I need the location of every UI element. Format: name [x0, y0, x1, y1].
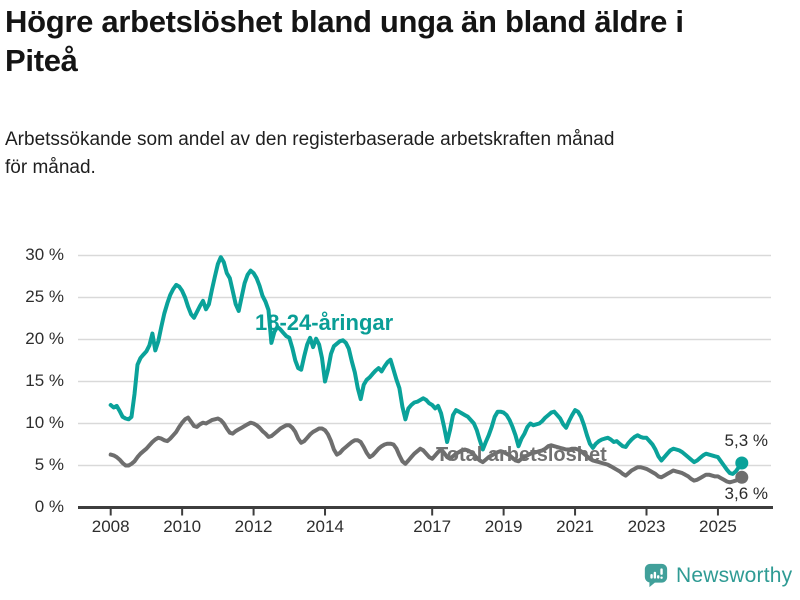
y-tick-label: 25 %: [25, 287, 64, 306]
newsworthy-wordmark: Newsworthy: [676, 563, 793, 587]
x-tick-label: 2008: [91, 517, 130, 536]
end-value-label-youth: 5,3 %: [724, 431, 768, 450]
series-line-youth: [108, 255, 744, 476]
series-endpoint-youth: [735, 456, 749, 470]
x-tick-label: 2025: [699, 517, 737, 536]
y-tick-label: 10 %: [25, 413, 64, 432]
x-tick-label: 2012: [234, 517, 273, 536]
end-value-label-total: 3,6 %: [724, 484, 768, 503]
newsworthy-icon: [644, 563, 668, 588]
series-line-total: [108, 415, 744, 485]
y-tick-label: 15 %: [25, 371, 64, 390]
x-tick-label: 2019: [484, 517, 523, 536]
x-tick-label: 2021: [556, 517, 594, 536]
series-label-total: Total arbetslöshet: [436, 444, 607, 466]
x-tick-label: 2017: [413, 517, 452, 536]
x-tick-label: 2023: [627, 517, 666, 536]
chart-subtitle: Arbetssökande som andel av den registerb…: [5, 129, 615, 178]
y-tick-label: 0 %: [34, 497, 64, 516]
x-tick-label: 2014: [306, 517, 344, 536]
y-tick-label: 5 %: [34, 455, 64, 474]
y-tick-label: 30 %: [25, 245, 64, 264]
series-label-youth: 18-24-åringar: [255, 310, 394, 335]
newsworthy-logo[interactable]: Newsworthy: [644, 563, 792, 588]
y-tick-label: 20 %: [25, 329, 64, 348]
chart-title: Högre arbetslöshet bland unga än bland ä…: [5, 4, 684, 79]
series-endpoint-total: [735, 470, 749, 484]
x-tick-label: 2010: [163, 517, 202, 536]
